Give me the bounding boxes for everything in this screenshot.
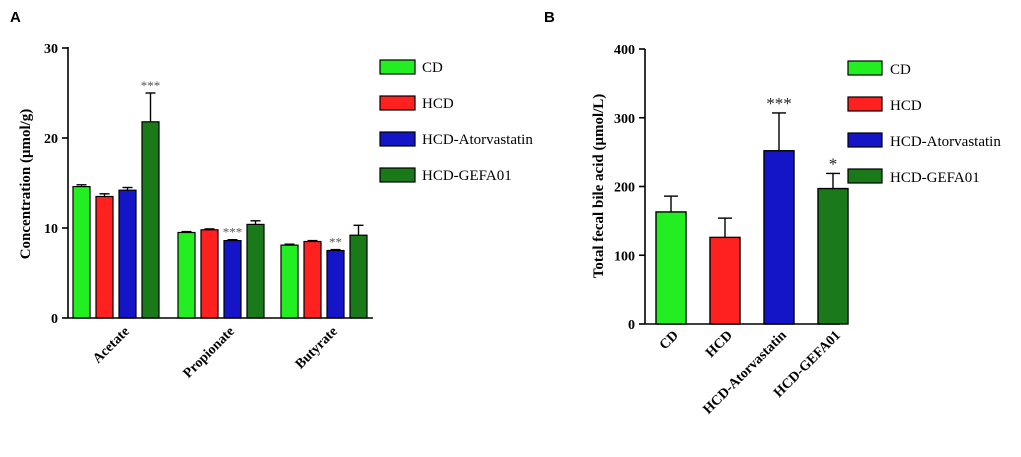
panel-b-significance-marks: **** [766, 94, 837, 174]
panel-a-bar-butyrate-hcd-gefa01 [349, 234, 368, 319]
panel-a-bar-propionate-hcd [200, 229, 219, 319]
panel-a-y-tick-label: 30 [44, 42, 58, 57]
panel-b-bar-hcd [709, 236, 741, 325]
panel-b-y-axis-title: Total fecal bile acid (μmol/L) [591, 94, 607, 279]
panel-a-x-tick-label: Butyrate [293, 324, 341, 372]
panel-b-legend-swatch-hcd [847, 96, 883, 112]
panel-b-y-ticks: 0 100 200 300 400 [614, 43, 645, 333]
panel-a-legend-swatch-hcd [379, 95, 416, 111]
panel-a-legend-label-hcd: HCD [422, 96, 454, 112]
panel-a-bar-acetate-cd [72, 186, 91, 319]
panel-a-bar-acetate-hcd [95, 195, 114, 319]
panel-a-y-tick-label: 20 [44, 132, 58, 147]
panel-b-x-tick-label: HCD [703, 328, 736, 361]
panel-a-x-tick-labels: Acetate Propionate Butyrate [90, 324, 340, 381]
panel-a-y-tick-label: 10 [44, 222, 58, 237]
panel-a-significance-mark: *** [223, 225, 243, 240]
panel-a-x-tick-label: Propionate [181, 324, 238, 381]
panel-b-bar-hcd-gefa01 [817, 187, 849, 325]
panel-a-legend-swatch-cd [379, 59, 416, 75]
panel-a-significance-mark: ** [329, 235, 342, 250]
panel-b: B Total fecal bile acid (μmol/L) 0 100 200… [544, 9, 1001, 417]
panel-a-legend-label-hcd-atorvastatin: HCD-Atorvastatin [422, 132, 533, 148]
panel-b-bars [655, 150, 849, 325]
panel-a-legend-swatch-hcd-atorvastatin [379, 131, 416, 147]
panel-b-legend-label-hcd-gefa01: HCD-GEFA01 [890, 170, 980, 186]
panel-a-bar-butyrate-hcd-atorvastatin [326, 249, 345, 319]
panel-a-bar-propionate-hcd-atorvastatin [223, 240, 242, 319]
panel-a-legend-label-hcd-gefa01: HCD-GEFA01 [422, 168, 512, 184]
panel-a-bar-acetate-hcd-atorvastatin [118, 189, 137, 319]
panel-a-legend: CD HCD HCD-Atorvastatin HCD-GEFA01 [379, 59, 533, 184]
panel-a-x-tick-label: Acetate [90, 324, 132, 366]
panel-b-y-tick-label: 0 [628, 318, 635, 333]
panel-a-letter: A [10, 9, 21, 26]
panel-a-bar-propionate-hcd-gefa01 [246, 223, 265, 319]
panel-b-significance-mark: *** [766, 94, 792, 113]
panel-b-y-tick-label: 100 [614, 249, 635, 264]
panel-b-y-tick-label: 200 [614, 181, 635, 196]
panel-b-legend-swatch-hcd-gefa01 [847, 168, 883, 184]
panel-b-legend: CD HCD HCD-Atorvastatin HCD-GEFA01 [847, 60, 1001, 186]
panel-b-legend-label-cd: CD [890, 62, 911, 78]
panel-b-significance-mark: * [829, 154, 838, 173]
panel-b-error-bars [664, 112, 840, 238]
panel-a-y-ticks: 0 10 20 30 [44, 42, 68, 327]
panel-b-letter: B [544, 9, 555, 26]
panel-a-bar-butyrate-hcd [303, 240, 322, 319]
panel-a-bars [72, 121, 368, 319]
panel-b-y-tick-label: 400 [614, 43, 635, 58]
panel-a-y-axis-title: Concentration (μmol/g) [18, 109, 34, 260]
panel-b-x-tick-label: CD [657, 328, 682, 353]
panel-a-y-tick-label: 0 [51, 312, 58, 327]
panel-b-legend-swatch-hcd-atorvastatin [847, 132, 883, 148]
panel-b-y-tick-label: 300 [614, 112, 635, 127]
panel-a-error-bars [76, 92, 364, 251]
panel-b-legend-label-hcd: HCD [890, 98, 922, 114]
panel-b-bar-hcd-atorvastatin [763, 150, 795, 325]
panel-b-legend-label-hcd-atorvastatin: HCD-Atorvastatin [890, 134, 1001, 150]
panel-a-bar-acetate-hcd-gefa01 [141, 121, 160, 319]
panel-b-bar-cd [655, 211, 687, 325]
panel-a-bar-propionate-cd [177, 231, 196, 319]
panel-a-legend-swatch-hcd-gefa01 [379, 167, 416, 183]
panel-a-legend-label-cd: CD [422, 60, 443, 76]
panel-a-bar-butyrate-cd [280, 244, 299, 319]
panel-a-significance-mark: *** [141, 78, 161, 93]
panel-a-significance-marks: ******** [141, 78, 342, 250]
panel-b-legend-swatch-cd [847, 60, 883, 76]
